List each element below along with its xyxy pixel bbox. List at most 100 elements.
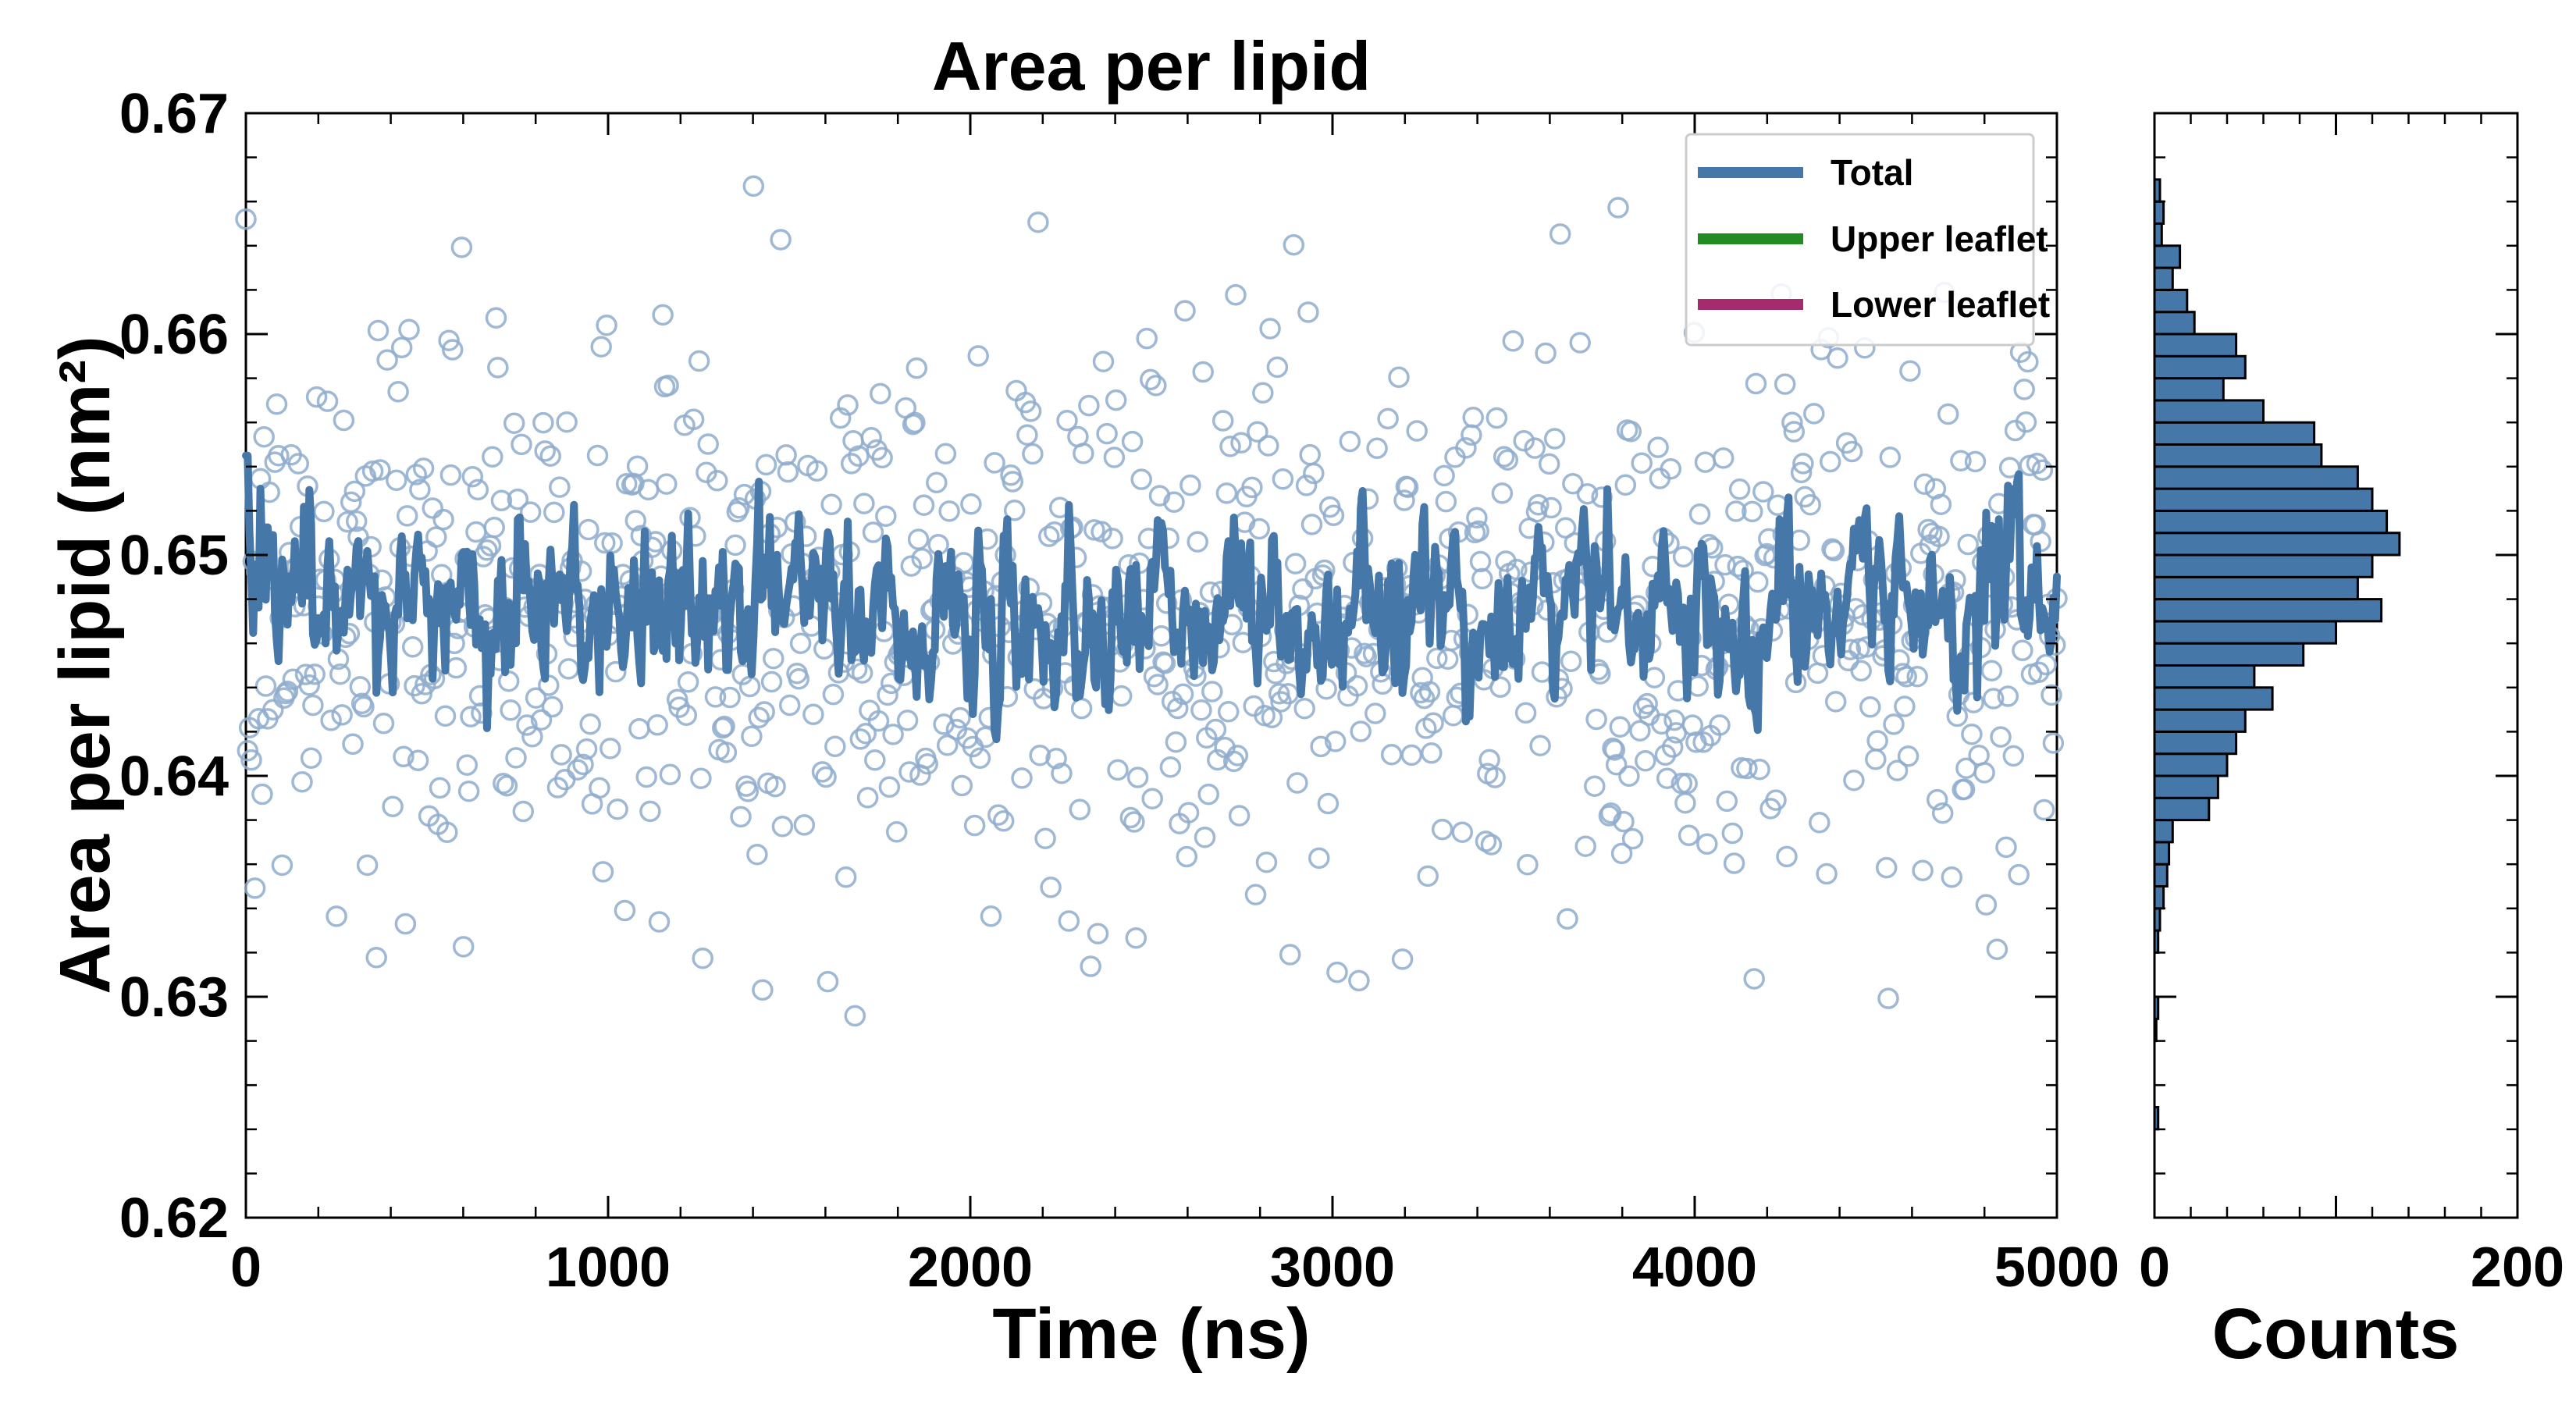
scatter-point [2013, 379, 2035, 400]
scatter-point [635, 766, 657, 788]
scatter-point [452, 936, 475, 958]
scatter-point [1027, 211, 1049, 233]
scatter-point [521, 726, 543, 748]
scatter-point [1078, 394, 1100, 417]
scatter-point [1435, 490, 1457, 513]
scatter-point [1029, 744, 1051, 767]
scatter-point [1051, 762, 1073, 784]
scatter-point [1721, 822, 1744, 845]
scatter-point [1199, 581, 1222, 603]
scatter-point [316, 390, 339, 412]
scatter-point [1656, 767, 1678, 789]
histogram-bar [2153, 487, 2374, 512]
scatter-point [834, 866, 857, 888]
scatter-point [844, 1005, 866, 1027]
scatter-point [1177, 802, 1200, 823]
scatter-point [300, 747, 322, 770]
main-plot: 0 1000 2000 3000 4000 5000 0.620.630.640.650.… [45, 27, 2119, 1374]
scatter-point [875, 505, 897, 528]
scatter-point [697, 433, 719, 455]
scatter-point [507, 488, 529, 510]
x-tick-label: 5000 [1994, 1236, 2119, 1299]
scatter-point [896, 710, 919, 731]
scatter-point [1912, 859, 1934, 882]
scatter-point [367, 319, 390, 342]
scatter-point [775, 444, 797, 466]
scatter-point [1620, 421, 1642, 443]
scatter-point [1930, 493, 1952, 515]
histogram-plot: 0 200 Counts [2139, 112, 2564, 1374]
scatter-point [298, 674, 321, 696]
scatter-point [1576, 482, 1599, 505]
y-axis-label: Area per lipid (nm²) [45, 336, 125, 994]
scatter-point [626, 455, 649, 477]
scatter-point [1883, 713, 1905, 735]
scatter-point [1469, 550, 1492, 573]
scatter-point [1879, 446, 1902, 468]
scatter-point [871, 446, 893, 469]
scatter-point [1635, 750, 1656, 772]
histogram-bar [2153, 266, 2174, 291]
scatter-point [1980, 660, 2003, 682]
scatter-point [1877, 987, 1899, 1009]
scatter-point [1413, 687, 1436, 710]
scatter-point [262, 699, 284, 721]
scatter-point [2041, 684, 2062, 706]
scatter-point [429, 777, 451, 799]
scatter-point [1119, 806, 1142, 829]
scatter-point [1964, 450, 1987, 473]
scatter-point [1528, 493, 1550, 516]
scatter-point [1421, 742, 1443, 764]
scatter-point [343, 480, 366, 503]
scatter-point [434, 705, 457, 727]
scatter-point [1557, 908, 1578, 930]
scatter-point [1466, 507, 1488, 529]
scatter-point [730, 806, 752, 828]
scatter-point [530, 709, 553, 731]
scatter-point [386, 469, 407, 492]
legend-label-total: Total [1831, 152, 1913, 193]
scatter-point [1174, 300, 1196, 322]
scatter-point [1781, 411, 1803, 434]
legend-box [1685, 133, 2035, 347]
scatter-point [1875, 856, 1898, 879]
scatter-point [382, 795, 404, 817]
scatter-point [1543, 428, 1566, 450]
scatter-point [1585, 708, 1607, 731]
scatter-point [1894, 695, 1916, 717]
scatter-point [1069, 799, 1091, 820]
scatter-point [624, 510, 647, 532]
histogram-bar [2153, 421, 2316, 446]
scatter-point [253, 425, 275, 448]
scatter-point [811, 761, 834, 783]
scatter-point [276, 680, 299, 702]
scatter-point [1056, 409, 1078, 432]
scatter-point [607, 798, 628, 820]
scatter-point [590, 336, 612, 357]
scatter-point [815, 766, 837, 788]
scatter-point [1418, 681, 1441, 703]
scatter-point [1317, 792, 1340, 815]
scatter-point [353, 695, 375, 718]
scatter-point [1092, 350, 1115, 372]
histogram-x-tick-label: 0 [2139, 1236, 2170, 1299]
scatter-point [1272, 468, 1294, 490]
scatter-point [1147, 674, 1169, 695]
scatter-point [460, 706, 482, 727]
scatter-point [789, 632, 812, 654]
scatter-point [1101, 528, 1123, 550]
scatter-point [690, 767, 712, 789]
scatter-point [1997, 685, 2019, 707]
scatter-point [1462, 407, 1484, 429]
scatter-point [409, 478, 431, 501]
scatter-point [532, 411, 554, 434]
y-tick-label: 0.67 [119, 83, 229, 145]
scatter-point [1346, 675, 1368, 697]
scatter-point [2008, 863, 2030, 886]
scatter-point [1973, 762, 1995, 784]
scatter-point [1192, 361, 1214, 383]
scatter-point [436, 821, 458, 844]
scatter-point [1953, 778, 1976, 800]
scatter-point [1990, 726, 2012, 748]
scatter-point [763, 647, 785, 670]
